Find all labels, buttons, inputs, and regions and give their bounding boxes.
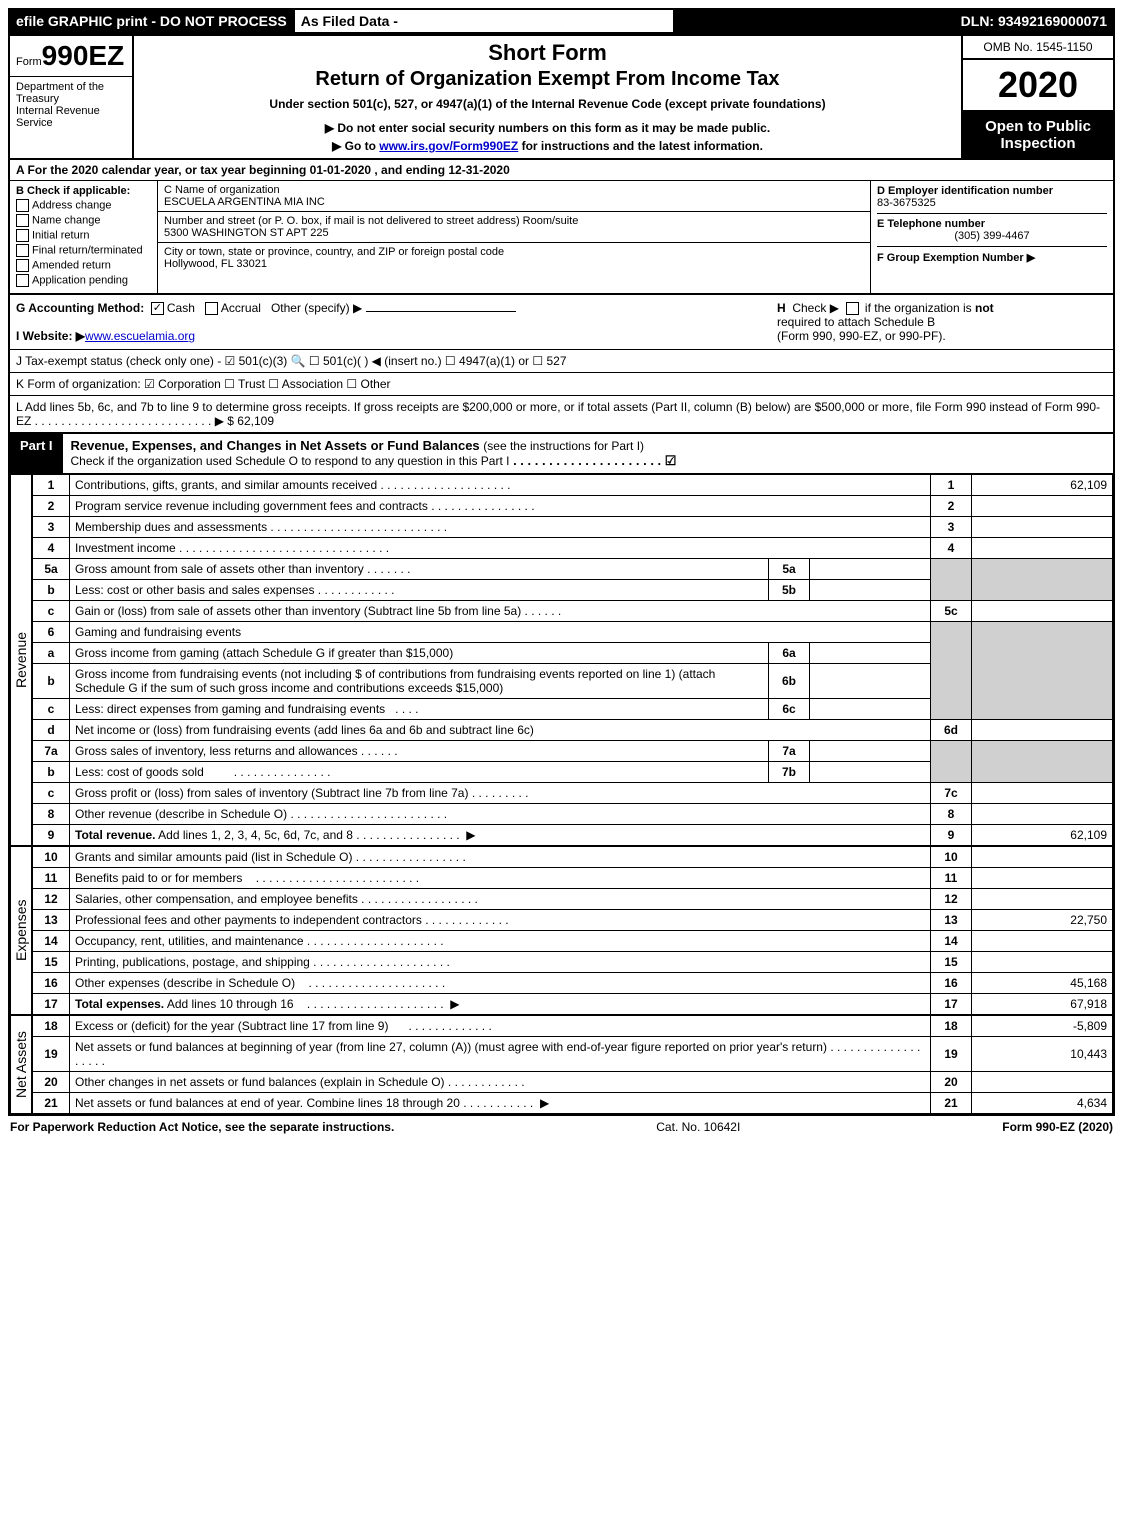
grp-label: F Group Exemption Number ▶ [877,251,1107,264]
form-number: 990EZ [42,40,125,71]
part1-title: Revenue, Expenses, and Changes in Net As… [63,434,1113,473]
revenue-table: 1Contributions, gifts, grants, and simil… [32,474,1113,846]
ein-label: D Employer identification number [877,185,1107,197]
part1-label: Part I [10,434,63,473]
form-container: Form990EZ Department of the Treasury Int… [8,34,1115,1116]
row-l: L Add lines 5b, 6c, and 7b to line 9 to … [10,396,1113,434]
tax-year: 2020 [963,60,1113,112]
row-i: I Website: ▶www.escuelamia.org [16,329,765,343]
irs-link[interactable]: www.irs.gov/Form990EZ [379,139,518,153]
side-expenses: Expenses [10,846,32,1015]
chk-amended[interactable] [16,259,29,272]
org-city: Hollywood, FL 33021 [164,258,864,270]
tel-label: E Telephone number [877,218,1107,230]
chk-final-return[interactable] [16,244,29,257]
expenses-table: 10Grants and similar amounts paid (list … [32,846,1113,1015]
footer-mid: Cat. No. 10642I [656,1120,740,1134]
netassets-table: 18Excess or (deficit) for the year (Subt… [32,1015,1113,1114]
netassets-section: Net Assets 18Excess or (deficit) for the… [10,1015,1113,1114]
row-j: J Tax-exempt status (check only one) - ☑… [10,350,1113,373]
row-k: K Form of organization: ☑ Corporation ☐ … [10,373,1113,396]
top-bar-mid: As Filed Data - [293,10,675,32]
inspection-box: Open to Public Inspection [963,112,1113,158]
org-addr: 5300 WASHINGTON ST APT 225 [164,227,864,239]
note1: ▶ Do not enter social security numbers o… [144,121,951,135]
chk-address-change[interactable] [16,199,29,212]
city-label: City or town, state or province, country… [164,246,864,258]
footer-left: For Paperwork Reduction Act Notice, see … [10,1120,394,1134]
form-number-box: Form990EZ [10,36,132,77]
org-name: ESCUELA ARGENTINA MIA INC [164,196,864,208]
chk-name-change[interactable] [16,214,29,227]
row-h: H Check ▶ if the organization is not req… [771,295,1113,349]
revenue-section: Revenue 1Contributions, gifts, grants, a… [10,474,1113,846]
form-prefix: Form [16,56,42,68]
footer: For Paperwork Reduction Act Notice, see … [8,1116,1115,1138]
tel-value: (305) 399-4467 [877,230,1107,242]
website-link[interactable]: www.escuelamia.org [85,329,195,343]
dept1: Department of the Treasury [16,81,126,105]
chk-initial-return[interactable] [16,229,29,242]
col-b: B Check if applicable: Address change Na… [10,181,158,293]
return-title: Return of Organization Exempt From Incom… [144,68,951,91]
addr-label: Number and street (or P. O. box, if mail… [164,215,864,227]
name-label: C Name of organization [164,184,864,196]
top-bar: efile GRAPHIC print - DO NOT PROCESS As … [8,8,1115,34]
dept-box: Department of the Treasury Internal Reve… [10,77,132,133]
side-revenue: Revenue [10,474,32,846]
row-g: G Accounting Method: Cash Accrual Other … [16,301,765,315]
part1-header: Part I Revenue, Expenses, and Changes in… [10,434,1113,474]
row-a: A For the 2020 calendar year, or tax yea… [10,160,1113,181]
chk-schedule-b[interactable] [846,302,859,315]
section-b: B Check if applicable: Address change Na… [10,181,1113,295]
footer-right: Form 990-EZ (2020) [1002,1120,1113,1134]
header-row: Form990EZ Department of the Treasury Int… [10,36,1113,160]
chk-cash[interactable] [151,302,164,315]
chk-pending[interactable] [16,274,29,287]
note2: ▶ Go to www.irs.gov/Form990EZ for instru… [144,139,951,153]
side-netassets: Net Assets [10,1015,32,1114]
row-gh: G Accounting Method: Cash Accrual Other … [10,295,1113,350]
omb-number: OMB No. 1545-1150 [963,36,1113,60]
col-c: C Name of organization ESCUELA ARGENTINA… [158,181,871,293]
subtitle: Under section 501(c), 527, or 4947(a)(1)… [144,97,951,111]
ein-value: 83-3675325 [877,197,1107,209]
dept2: Internal Revenue Service [16,105,126,129]
chk-accrual[interactable] [205,302,218,315]
header-right: OMB No. 1545-1150 2020 Open to Public In… [961,36,1113,158]
col-d: D Employer identification number 83-3675… [871,181,1113,293]
expenses-section: Expenses 10Grants and similar amounts pa… [10,846,1113,1015]
short-form-title: Short Form [144,40,951,66]
header-center: Short Form Return of Organization Exempt… [134,36,961,158]
top-bar-left: efile GRAPHIC print - DO NOT PROCESS [10,10,293,32]
col-b-title: B Check if applicable: [16,185,151,197]
top-bar-right: DLN: 93492169000071 [955,10,1113,32]
